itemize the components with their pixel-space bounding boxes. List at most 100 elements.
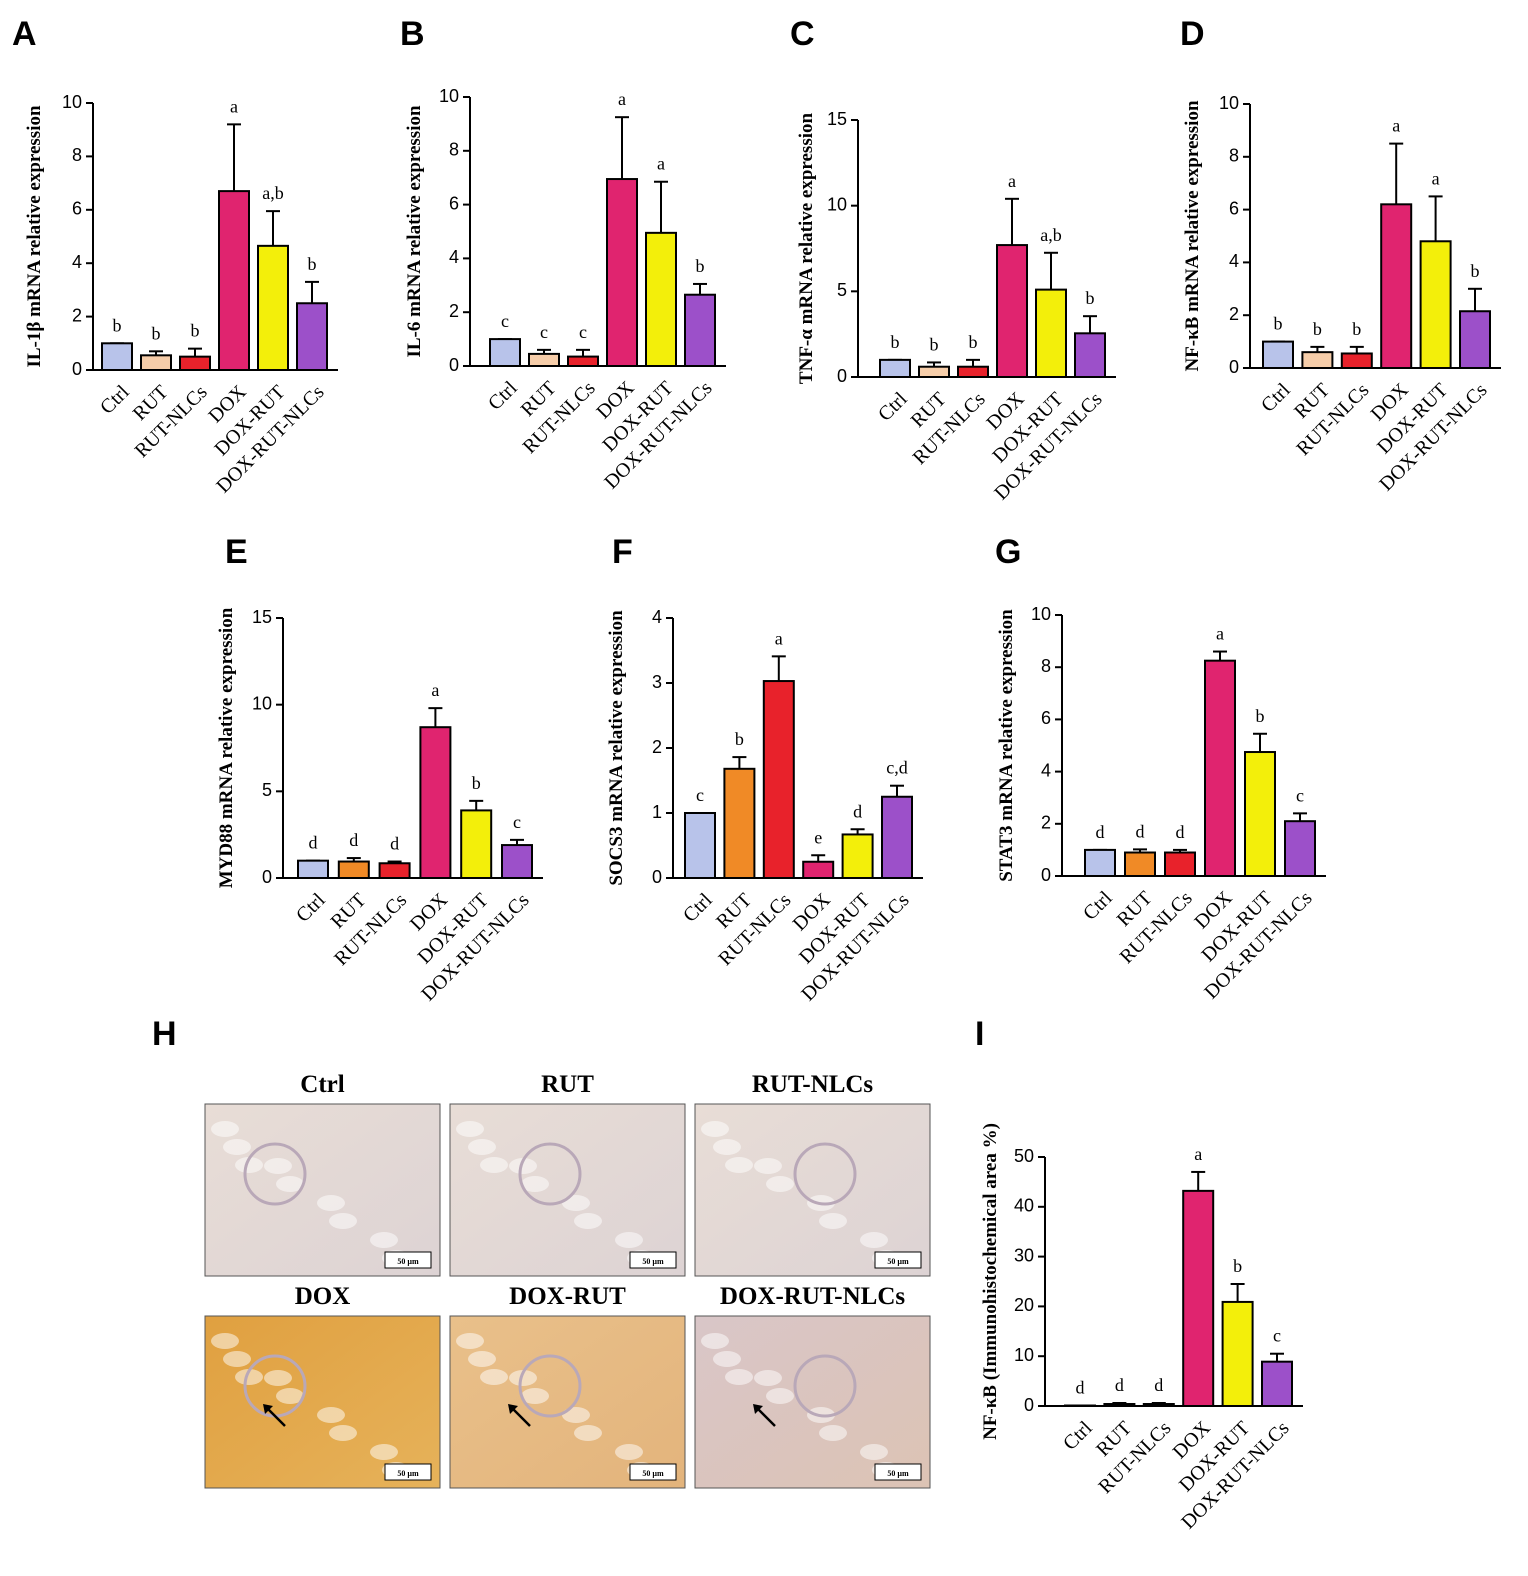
significance-label: b	[308, 254, 317, 274]
bar	[1284, 820, 1316, 878]
tissue-structure	[615, 1444, 643, 1460]
bar	[684, 812, 716, 879]
y-tick-label: 10	[252, 693, 272, 713]
y-tick-label: 4	[652, 607, 662, 627]
glomerulus	[518, 1354, 582, 1418]
tissue-structure	[329, 1213, 357, 1229]
bar	[881, 795, 913, 879]
significance-label: a	[618, 89, 626, 109]
significance-label: d	[853, 801, 862, 821]
tissue-structure	[521, 1176, 549, 1192]
y-tick-label: 20	[1014, 1295, 1034, 1315]
significance-label: e	[814, 827, 822, 847]
bar	[337, 860, 370, 879]
bar	[419, 726, 452, 880]
significance-label: a	[1432, 168, 1440, 188]
significance-label: b	[891, 332, 900, 352]
tissue-structure	[223, 1139, 251, 1155]
y-tick-label: 6	[1041, 708, 1051, 728]
bar	[1164, 851, 1196, 878]
tissue-structure	[754, 1158, 782, 1174]
bar	[1261, 1360, 1293, 1407]
scale-bar-box	[629, 1463, 677, 1481]
tissue-structure	[329, 1425, 357, 1441]
x-tick-label: Ctrl	[292, 889, 330, 927]
y-tick-label: 0	[262, 867, 272, 887]
tissue-structure	[860, 1232, 888, 1248]
significance-label: b	[472, 773, 481, 793]
significance-label: b	[1471, 261, 1480, 281]
y-tick-label: 0	[72, 359, 82, 379]
y-axis-label: TNF-α mRNA relative expression	[796, 113, 817, 385]
panel-label: C	[790, 15, 815, 53]
scale-bar-label: 50 µm	[642, 1257, 664, 1266]
bar	[140, 354, 172, 372]
y-axis-label: NF-κB (Immunohistochemical area %)	[980, 1123, 1001, 1440]
scale-bar-box	[384, 1251, 432, 1269]
bar	[1244, 751, 1276, 878]
significance-label: c	[696, 785, 704, 805]
image-title: DOX-RUT-NLCs	[720, 1283, 905, 1310]
y-tick-label: 1	[652, 802, 662, 822]
significance-label: b	[152, 323, 161, 343]
bar	[101, 342, 133, 371]
x-tick-label: Ctrl	[484, 377, 522, 415]
bar	[1103, 1403, 1136, 1408]
tissue-structure	[766, 1176, 794, 1192]
significance-label: c	[540, 322, 548, 342]
x-tick-label: Ctrl	[1059, 1417, 1097, 1455]
y-tick-label: 15	[827, 109, 847, 129]
glomerulus	[793, 1354, 857, 1418]
significance-label: d	[1154, 1375, 1163, 1395]
panel-label: I	[975, 1015, 984, 1053]
bar	[1419, 240, 1452, 369]
tissue-structure	[701, 1333, 729, 1349]
bar	[918, 365, 950, 379]
y-axis-label: IL-1β mRNA relative expression	[24, 105, 45, 368]
bar	[1262, 340, 1294, 370]
y-tick-label: 2	[72, 305, 82, 325]
image-title: DOX-RUT	[509, 1283, 626, 1310]
x-tick-label: Ctrl	[874, 388, 912, 426]
y-tick-label: 30	[1014, 1245, 1034, 1265]
panel-label: B	[400, 15, 425, 53]
y-axis-label: SOCS3 mRNA relative expression	[606, 610, 627, 886]
y-tick-label: 0	[1041, 865, 1051, 885]
bar	[1035, 288, 1067, 378]
y-tick-label: 0	[1024, 1395, 1034, 1415]
bar	[1182, 1189, 1215, 1408]
glomerulus	[793, 1142, 857, 1206]
image-title: Ctrl	[300, 1071, 344, 1098]
y-tick-label: 10	[1014, 1345, 1034, 1365]
tissue-structure	[317, 1195, 345, 1211]
significance-label: c	[501, 311, 509, 331]
scale-bar-box	[874, 1251, 922, 1269]
y-tick-label: 2	[1041, 813, 1051, 833]
significance-label: b	[1233, 1256, 1242, 1276]
x-tick-label: Ctrl	[1079, 887, 1117, 925]
significance-label: c	[1296, 785, 1304, 805]
bar	[841, 833, 874, 880]
y-axis-label: MYD88 mRNA relative expression	[216, 607, 237, 888]
y-tick-label: 0	[837, 366, 847, 386]
y-tick-label: 10	[1031, 604, 1051, 624]
scale-bar-box	[384, 1463, 432, 1481]
y-tick-label: 10	[1219, 93, 1239, 113]
y-tick-label: 4	[72, 252, 82, 272]
bar	[567, 355, 599, 367]
bar	[218, 190, 250, 371]
significance-label: a	[431, 680, 439, 700]
significance-label: a	[1194, 1144, 1202, 1164]
tissue-structure	[509, 1158, 537, 1174]
bar	[996, 244, 1028, 378]
significance-label: c	[513, 812, 521, 832]
bar	[1074, 332, 1106, 378]
tissue-structure	[713, 1351, 741, 1367]
significance-label: a	[230, 96, 238, 116]
bar	[723, 767, 756, 879]
tissue-structure	[819, 1425, 847, 1441]
y-tick-label: 15	[252, 607, 272, 627]
tissue-structure	[754, 1370, 782, 1386]
arrow-head	[263, 1404, 273, 1414]
